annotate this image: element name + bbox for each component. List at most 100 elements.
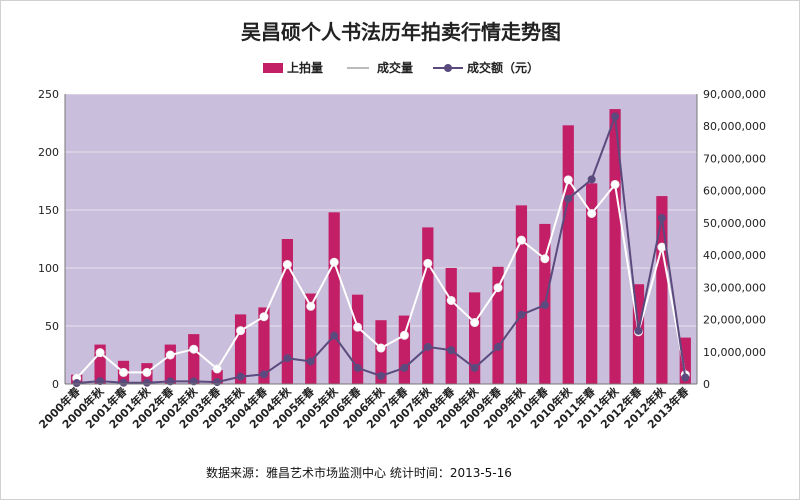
legend-swatch-bids — [263, 63, 283, 73]
bar — [562, 125, 574, 384]
volume-point — [212, 364, 222, 374]
volume-point — [587, 208, 597, 218]
bar — [422, 227, 434, 384]
bar — [492, 266, 504, 384]
legend: 上拍量 成交量 成交额（元） — [263, 60, 539, 75]
amount-point — [681, 373, 690, 382]
chart-title: 吴昌硕个人书法历年拍卖行情走势图 — [241, 20, 561, 44]
amount-point — [423, 342, 432, 351]
right-tick-label: 80,000,000 — [703, 120, 766, 133]
amount-point — [213, 378, 222, 387]
volume-point — [142, 367, 152, 377]
bar — [234, 314, 247, 384]
volume-point — [446, 295, 456, 305]
volume-point — [563, 175, 573, 185]
amount-point — [259, 370, 268, 379]
bar — [351, 294, 364, 384]
amount-point — [189, 377, 198, 386]
bar — [94, 344, 106, 384]
source-note: 数据来源：雅昌艺术市场监测中心 统计时间：2013-5-16 — [206, 465, 512, 480]
right-tick-label: 40,000,000 — [703, 249, 766, 262]
legend-label-volume: 成交量 — [377, 60, 413, 75]
volume-point — [493, 283, 503, 293]
amount-point — [142, 378, 151, 387]
amount-point — [517, 310, 526, 319]
bar — [656, 196, 668, 384]
volume-point — [610, 179, 620, 189]
left-tick-label: 0 — [52, 378, 59, 391]
left-axis: 0 50 100 150 200 250 — [38, 88, 66, 391]
amount-point — [353, 363, 362, 372]
right-axis: 0 10,000,000 20,000,000 30,000,000 40,000,00… — [696, 88, 766, 391]
bar — [679, 337, 691, 384]
right-tick-label: 60,000,000 — [703, 185, 766, 198]
volume-point — [189, 344, 199, 354]
amount-point — [283, 354, 292, 363]
volume-point — [376, 343, 386, 353]
amount-point — [587, 175, 596, 184]
amount-point — [377, 371, 385, 380]
bar — [188, 334, 200, 384]
bar — [258, 307, 270, 384]
series-amount — [72, 112, 690, 388]
amount-point — [236, 372, 245, 381]
volume-point — [423, 258, 433, 268]
amount-point — [611, 112, 620, 121]
amount-point — [306, 357, 315, 366]
volume-point — [329, 257, 339, 267]
amount-point — [470, 363, 479, 372]
left-tick-label: 50 — [45, 320, 59, 333]
volume-point — [540, 254, 550, 264]
amount-point — [447, 346, 456, 355]
left-tick-label: 100 — [38, 262, 59, 275]
bar — [469, 292, 481, 384]
x-axis: 2000年春2000年秋2001年春2001年秋2002年春2002年秋2003… — [36, 383, 697, 431]
legend-label-bids: 上拍量 — [287, 60, 323, 75]
bar — [211, 370, 223, 384]
right-tick-label: 0 — [703, 378, 710, 391]
bar — [281, 239, 293, 384]
bar — [398, 315, 411, 384]
right-tick-label: 90,000,000 — [703, 88, 766, 101]
volume-point — [470, 318, 480, 328]
left-tick-label: 200 — [38, 146, 59, 159]
legend-label-amount: 成交额（元） — [467, 60, 539, 75]
volume-point — [236, 326, 246, 336]
bar — [328, 212, 340, 384]
bar — [445, 268, 457, 384]
amount-point — [166, 377, 175, 386]
bar — [305, 293, 317, 384]
volume-point — [259, 312, 269, 322]
bar — [609, 109, 621, 384]
left-tick-label: 250 — [38, 88, 59, 101]
left-tick-label: 150 — [38, 204, 59, 217]
amount-point — [540, 301, 549, 310]
bar — [586, 183, 598, 384]
right-tick-label: 10,000,000 — [703, 346, 766, 359]
volume-point — [657, 242, 667, 252]
amount-point — [96, 377, 105, 386]
amount-point — [72, 379, 81, 388]
bar — [515, 205, 528, 384]
amount-point — [657, 214, 666, 223]
right-tick-label: 50,000,000 — [703, 217, 766, 230]
right-tick-label: 20,000,000 — [703, 314, 766, 327]
volume-point — [516, 235, 526, 245]
right-tick-label: 30,000,000 — [703, 281, 766, 294]
volume-point — [119, 367, 129, 377]
legend-marker-amount — [444, 64, 452, 72]
series-volume — [72, 175, 690, 383]
volume-point — [306, 301, 316, 311]
bar — [164, 344, 176, 384]
volume-point — [95, 348, 105, 358]
amount-point — [634, 326, 643, 335]
amount-point — [400, 363, 409, 372]
amount-point — [330, 331, 339, 340]
amount-point — [564, 194, 573, 203]
volume-point — [165, 350, 175, 360]
right-tick-label: 70,000,000 — [703, 152, 766, 165]
volume-point — [399, 330, 409, 340]
amount-point — [119, 378, 128, 387]
